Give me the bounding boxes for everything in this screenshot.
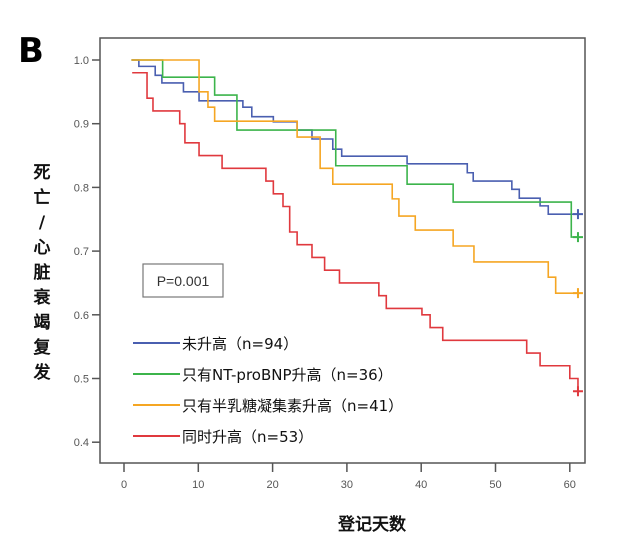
- censor-mark: [572, 288, 583, 299]
- x-tick-label: 0: [121, 479, 127, 491]
- x-tick-label: 50: [489, 479, 501, 491]
- survival-curve-3: [132, 71, 579, 392]
- legend-label: 同时升高（n=53）: [182, 428, 313, 446]
- y-axis-label: 死亡/心脏衰竭复发: [33, 163, 52, 383]
- x-axis-label: 登记天数: [337, 514, 407, 535]
- y-tick-label: 1.0: [74, 55, 89, 67]
- y-tick-label: 0.9: [74, 119, 89, 131]
- legend: 未升高（n=94） 只有NT-proBNP升高（n=36） 只有半乳糖凝集素升高（n…: [133, 335, 403, 446]
- censor-mark: [572, 209, 583, 220]
- x-tick-label: 10: [192, 479, 204, 491]
- legend-label: 只有NT-proBNP升高（n=36）: [182, 366, 393, 384]
- legend-label: 未升高（n=94）: [182, 335, 298, 353]
- x-tick-label: 40: [415, 479, 427, 491]
- x-tick-label: 30: [341, 479, 353, 491]
- survival-curve-0: [131, 59, 578, 215]
- x-tick-label: 60: [564, 479, 576, 491]
- y-tick-label: 0.8: [74, 182, 89, 194]
- y-tick-label: 0.7: [74, 246, 89, 258]
- survival-curve-2: [131, 59, 578, 294]
- survival-curve-1: [131, 59, 578, 238]
- survival-curves: [131, 59, 583, 397]
- y-axis: 0.4 0.5 0.6 0.7 0.8 0.9 1.0: [74, 55, 100, 449]
- p-value-text: P=0.001: [157, 273, 210, 289]
- x-axis: 0 10 20 30 40 50 60: [121, 463, 576, 491]
- p-value-box: P=0.001: [142, 263, 224, 298]
- y-tick-label: 0.6: [74, 310, 89, 322]
- x-tick-label: 20: [266, 479, 278, 491]
- censor-mark: [572, 386, 583, 397]
- y-tick-label: 0.5: [74, 374, 89, 386]
- y-axis-label-text: 死亡/心脏衰竭复发: [33, 163, 52, 383]
- legend-label: 只有半乳糖凝集素升高（n=41）: [182, 397, 403, 415]
- y-tick-label: 0.4: [74, 437, 89, 449]
- panel-label: B: [18, 31, 44, 71]
- censor-mark: [572, 232, 583, 243]
